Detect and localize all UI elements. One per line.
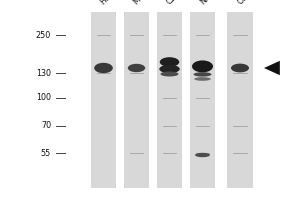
Text: C2C12: C2C12: [165, 0, 190, 6]
Bar: [190, 12, 215, 188]
Text: 250: 250: [36, 30, 51, 40]
Polygon shape: [264, 61, 280, 75]
Ellipse shape: [128, 64, 145, 72]
Text: 130: 130: [36, 68, 51, 77]
Ellipse shape: [194, 77, 211, 81]
Bar: [157, 12, 182, 188]
Bar: [227, 12, 253, 188]
Text: 55: 55: [41, 148, 51, 158]
Text: C6: C6: [235, 0, 249, 6]
Text: MCF-7: MCF-7: [132, 0, 156, 6]
Text: Hela: Hela: [99, 0, 118, 6]
Ellipse shape: [94, 63, 113, 73]
Text: 100: 100: [36, 94, 51, 102]
Ellipse shape: [160, 57, 179, 67]
Bar: [124, 12, 149, 188]
Ellipse shape: [194, 72, 211, 77]
Ellipse shape: [159, 65, 180, 73]
Ellipse shape: [192, 60, 213, 72]
Ellipse shape: [195, 153, 210, 157]
Bar: [91, 12, 116, 188]
Text: NIH/3T3: NIH/3T3: [198, 0, 226, 6]
Ellipse shape: [160, 72, 178, 76]
Ellipse shape: [231, 64, 249, 72]
Text: 70: 70: [41, 121, 51, 130]
